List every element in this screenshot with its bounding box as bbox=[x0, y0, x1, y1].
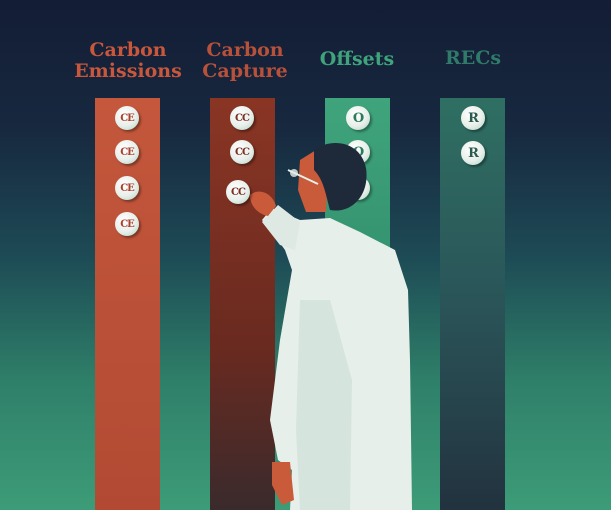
header-recs: RECs bbox=[408, 48, 538, 69]
header-line: Carbon bbox=[89, 39, 167, 61]
token-ce: CE bbox=[115, 140, 139, 164]
header-carbon-emissions: Carbon Emissions bbox=[63, 40, 193, 82]
token-ce: CE bbox=[115, 176, 139, 200]
hand bbox=[250, 191, 276, 216]
header-line: Emissions bbox=[74, 60, 182, 82]
token-r: R bbox=[461, 141, 485, 165]
token-cc: CC bbox=[230, 140, 254, 164]
column-recs bbox=[440, 98, 505, 510]
header-line: Carbon bbox=[206, 39, 284, 61]
coat-shadow bbox=[296, 300, 352, 510]
token-r: R bbox=[461, 106, 485, 130]
hair bbox=[314, 143, 367, 211]
token-ce: CE bbox=[115, 106, 139, 130]
header-line: Capture bbox=[202, 60, 288, 82]
header-offsets: Offsets bbox=[292, 49, 422, 70]
header-line: Offsets bbox=[319, 48, 395, 70]
arm bbox=[262, 205, 300, 250]
column-carbon-capture bbox=[210, 98, 275, 510]
token-cc-held: CC bbox=[226, 180, 250, 204]
lower-hand bbox=[272, 462, 294, 505]
token-o: O bbox=[346, 106, 370, 130]
column-carbon-emissions bbox=[95, 98, 160, 510]
token-ce: CE bbox=[115, 212, 139, 236]
token-cc: CC bbox=[230, 106, 254, 130]
header-carbon-capture: Carbon Capture bbox=[180, 40, 310, 82]
header-line: RECs bbox=[444, 47, 502, 69]
